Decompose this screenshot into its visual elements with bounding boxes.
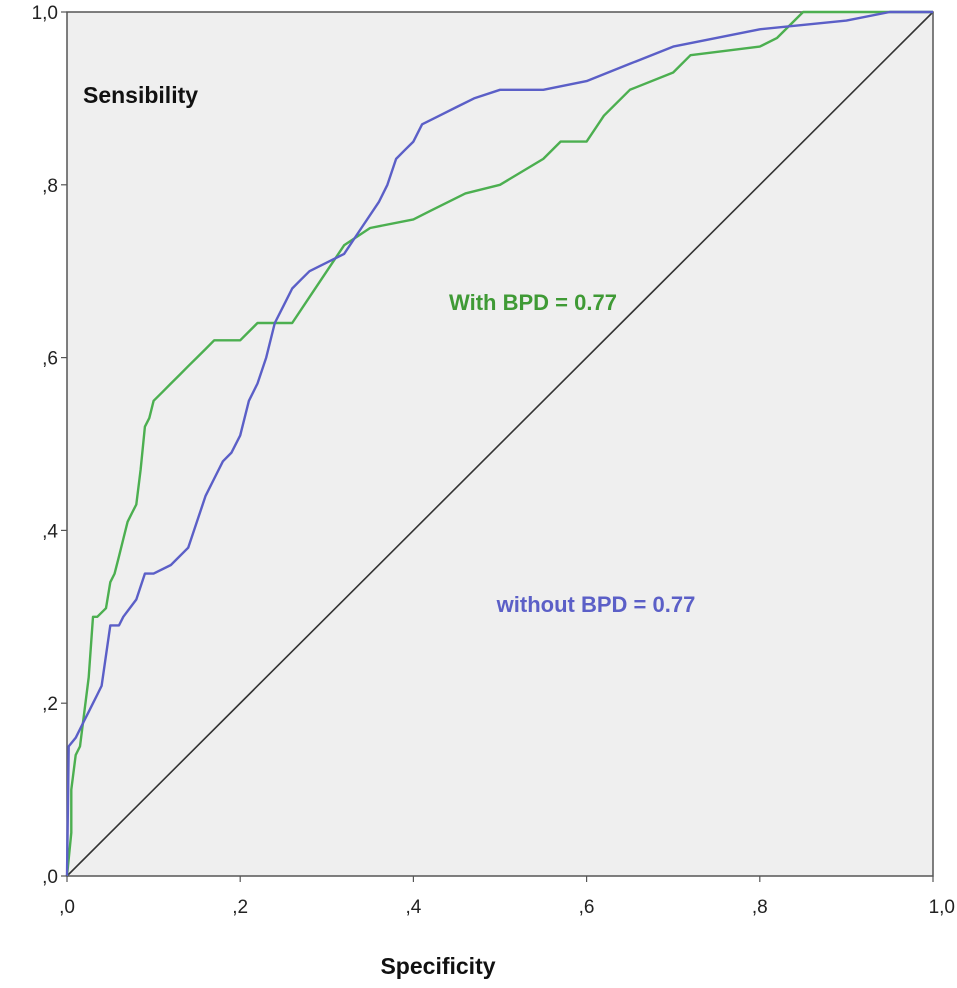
annotation-without-bpd: without BPD = 0.77	[496, 592, 696, 617]
x-tick-label: ,2	[232, 897, 248, 918]
y-tick-label: ,6	[42, 349, 58, 370]
annotation-with-bpd: With BPD = 0.77	[449, 290, 617, 315]
reference-diagonal	[66, 11, 934, 877]
x-tick-label: 1,0	[929, 897, 955, 918]
y-tick-label: ,0	[42, 867, 58, 888]
y-tick-label: 1,0	[32, 3, 58, 24]
x-tick-label: ,4	[405, 897, 421, 918]
x-tick-label: ,8	[752, 897, 768, 918]
series-line-with-bpd	[65, 10, 933, 877]
series-line-without-bpd	[65, 10, 933, 877]
y-tick-label: ,4	[42, 521, 58, 542]
y-axis-title: Sensibility	[83, 82, 198, 108]
x-axis: ,0 ,2 ,4 ,6 ,8 1,0	[59, 876, 955, 918]
y-tick-label: ,8	[42, 176, 58, 197]
x-axis-title: Specificity	[380, 953, 495, 979]
y-tick-label: ,2	[42, 694, 58, 715]
x-tick-label: ,0	[59, 897, 75, 918]
y-axis: ,0 ,2 ,4 ,6 ,8 1,0	[32, 3, 67, 888]
x-tick-label: ,6	[579, 897, 595, 918]
